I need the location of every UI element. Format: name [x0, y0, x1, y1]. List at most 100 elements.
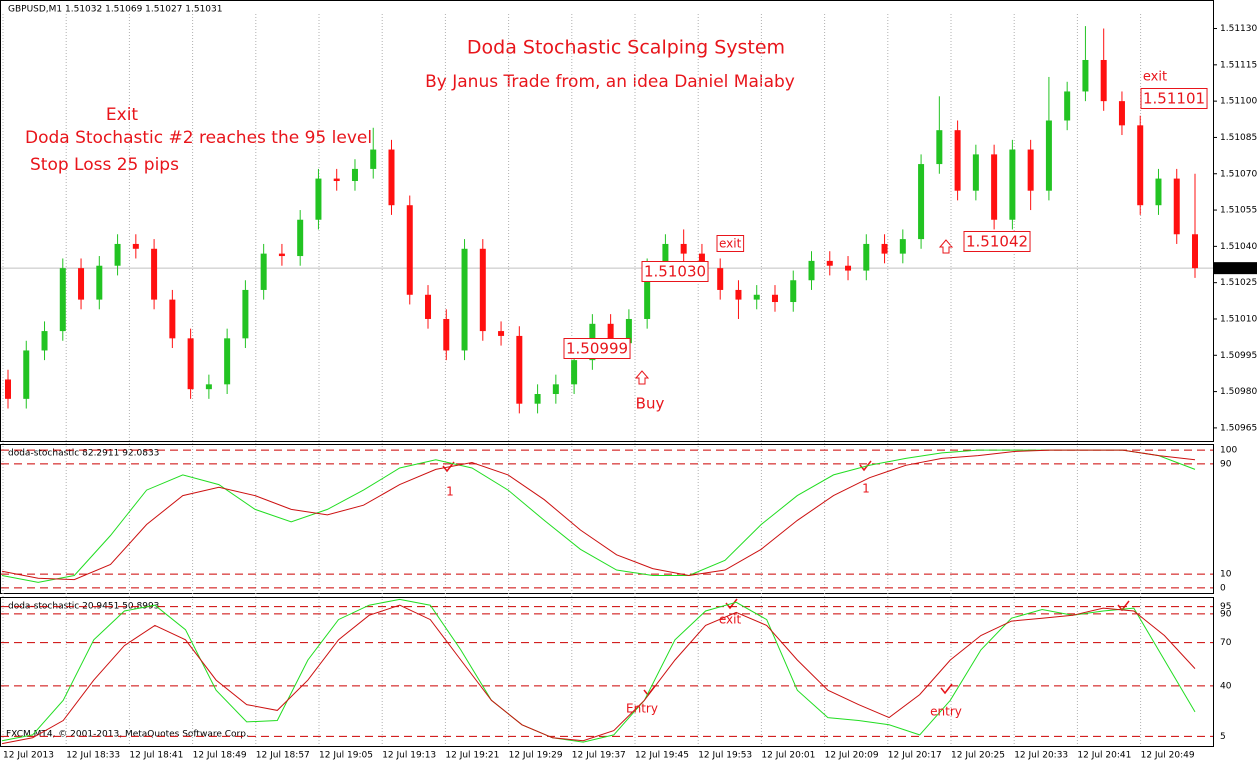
candle-body [571, 360, 578, 385]
candle-body [315, 178, 322, 220]
candle-body [260, 253, 267, 290]
price-box [1140, 88, 1208, 109]
candle-body [443, 318, 450, 351]
candle-body [1027, 149, 1034, 191]
chart-subtitle: By Janus Trade from, an idea Daniel Mala… [425, 72, 795, 92]
y-tick-label: 40 [1220, 681, 1232, 691]
annotation: Doda Stochastic #2 reaches the 95 level [25, 128, 372, 148]
candle-body [333, 178, 340, 182]
stoch-line [1, 449, 1196, 583]
x-tick-label: 12 Jul 18:57 [256, 751, 310, 761]
candle-body [662, 243, 669, 269]
candle-body [552, 384, 559, 395]
y-tick-label: 0 [1220, 583, 1226, 593]
y-tick-label: 1.51070 [1220, 169, 1257, 179]
candle-body [899, 239, 906, 254]
stoch-line [1, 449, 1196, 581]
price-box [716, 235, 745, 252]
copyright: FXCM MT4, © 2001-2013, MetaQuotes Softwa… [6, 730, 249, 740]
candle-body [187, 338, 194, 390]
candle-body [205, 384, 212, 390]
candle-body [498, 331, 505, 336]
x-tick-label: 12 Jul 18:41 [129, 751, 183, 761]
y-tick-label: 1.50995 [1220, 351, 1257, 361]
up-arrow [938, 239, 954, 254]
up-arrow [634, 370, 650, 385]
main-panel [0, 0, 1214, 442]
candle-body [242, 289, 249, 339]
y-tick-label: 1.51025 [1220, 278, 1257, 288]
candle-body [96, 265, 103, 300]
annotation: 1 [446, 485, 454, 499]
candle-body [954, 130, 961, 191]
candle-body [1045, 120, 1052, 191]
candle-body [1082, 59, 1089, 92]
candle-body [863, 243, 870, 271]
panel-title: doda-stochastic 82.2911 92.0833 [8, 449, 159, 459]
candle-body [1009, 149, 1016, 220]
last-price-box [1214, 262, 1257, 275]
price-box [963, 231, 1031, 252]
candle-body [625, 318, 632, 344]
y-tick-label: 10 [1220, 570, 1232, 580]
annotation: exit [719, 237, 742, 251]
annotation: 1.50999 [566, 340, 628, 358]
candle-body [59, 268, 66, 332]
x-tick-label: 12 Jul 18:49 [193, 751, 247, 761]
x-tick-label: 12 Jul 19:13 [382, 751, 436, 761]
candle-body [717, 268, 724, 290]
annotation: entry [930, 705, 962, 719]
y-tick-label: 1.51130 [1220, 24, 1257, 34]
candle-body [680, 243, 687, 254]
x-tick-label: 12 Jul 20:41 [1077, 751, 1131, 761]
candle-body [297, 219, 304, 257]
y-tick-label: 1.51040 [1220, 242, 1257, 252]
y-tick-label: 1.50980 [1220, 387, 1257, 397]
candle-body [23, 350, 30, 399]
candle-body [1155, 178, 1162, 206]
x-tick-label: 12 Jul 19:53 [698, 751, 752, 761]
y-tick-label: 1.51010 [1220, 314, 1257, 324]
check-mark [859, 460, 872, 472]
candle-body [845, 265, 852, 271]
candle-body [370, 149, 377, 169]
x-tick-label: 12 Jul 2013 [3, 751, 54, 761]
candle-body [1100, 59, 1107, 102]
candle-body [1173, 178, 1180, 235]
candle-body [278, 253, 285, 257]
candle-body [151, 248, 158, 300]
candle-body [644, 268, 651, 319]
annotation: Exit [106, 105, 139, 125]
price-box [563, 338, 631, 359]
annotation: Entry [626, 702, 658, 716]
y-tick-label: 100 [1220, 446, 1237, 456]
candle-body [808, 260, 815, 281]
candle-body [388, 149, 395, 206]
candle-body [351, 168, 358, 182]
x-tick-label: 12 Jul 20:01 [761, 751, 815, 761]
y-tick-label: 1.50965 [1220, 423, 1257, 433]
y-tick-label: 1.51085 [1220, 133, 1257, 143]
y-tick-label: 1.51115 [1220, 60, 1257, 70]
candle-body [461, 248, 468, 351]
candle-body [534, 394, 541, 404]
candle-body [224, 338, 231, 385]
y-tick-label: 95 [1220, 602, 1231, 612]
candle-body [936, 130, 943, 165]
candle-body [1192, 234, 1198, 269]
x-tick-label: 12 Jul 18:33 [66, 751, 120, 761]
y-tick-label: 1.51100 [1220, 97, 1257, 107]
annotation: Stop Loss 25 pips [30, 155, 179, 175]
candle-body [406, 205, 413, 295]
stoch-panel-2 [0, 597, 1214, 747]
y-tick-label: 90 [1220, 459, 1232, 469]
y-tick-label: 90 [1220, 609, 1232, 619]
x-tick-label: 12 Jul 20:17 [888, 751, 942, 761]
annotation: 1.51101 [1143, 90, 1205, 108]
last-price-label: 1.51031 [1218, 264, 1255, 274]
candle-body [735, 289, 742, 300]
x-tick-label: 12 Jul 19:45 [635, 751, 689, 761]
candle-body [753, 294, 760, 300]
annotation: 1.51030 [644, 263, 706, 281]
